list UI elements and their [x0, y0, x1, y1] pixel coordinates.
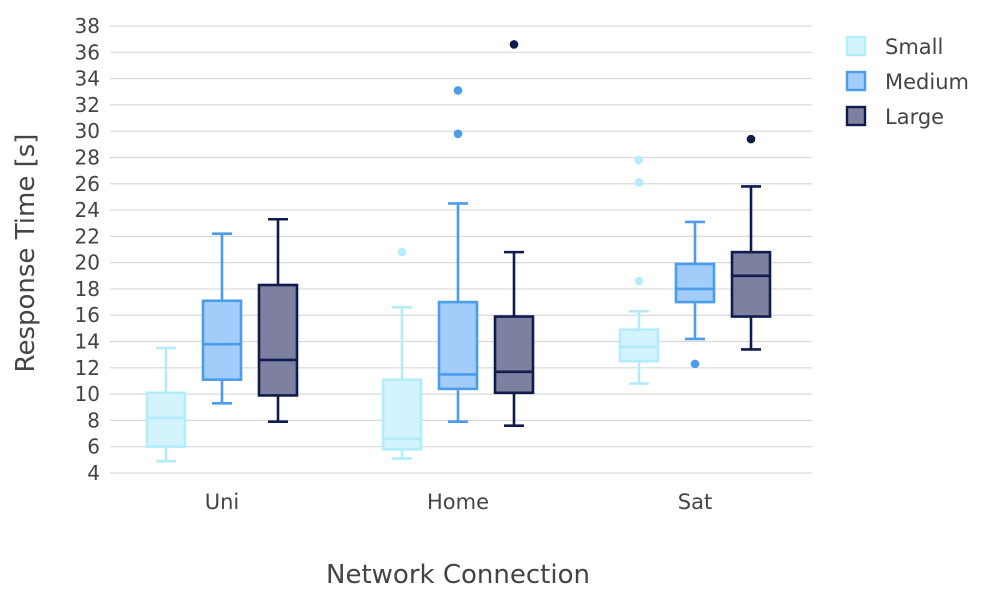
y-tick-label: 18 [75, 277, 100, 301]
legend: Small Medium Large [845, 35, 969, 129]
legend-label: Large [885, 105, 944, 129]
y-tick-label: 6 [87, 435, 100, 459]
outlier-point [746, 134, 756, 144]
outlier-point [453, 86, 463, 95]
outlier-point [634, 155, 644, 165]
outlier-point [453, 129, 463, 139]
y-tick-label: 14 [75, 330, 100, 354]
x-axis-title: Network Connection [326, 560, 590, 590]
iqr-box [618, 328, 660, 363]
y-tick-label: 4 [87, 461, 100, 485]
y-tick-label: 38 [75, 14, 100, 38]
box-small-uni [145, 346, 187, 463]
y-tick-label: 22 [75, 224, 100, 248]
y-tick-label: 10 [75, 382, 100, 406]
legend-label: Small [885, 35, 943, 59]
outlier-point [509, 40, 519, 49]
y-tick-label: 8 [87, 408, 100, 432]
y-tick-label: 16 [75, 303, 100, 327]
box-medium-home [437, 86, 479, 424]
legend-label: Medium [885, 70, 969, 94]
iqr-box [437, 300, 479, 391]
iqr-box [730, 250, 772, 318]
y-tick-label: 32 [75, 93, 100, 117]
x-tick-label: Home [427, 490, 489, 514]
legend-item-medium: Medium [845, 70, 969, 94]
iqr-box [201, 299, 243, 381]
y-tick-label: 36 [75, 40, 100, 64]
legend-item-small: Small [845, 35, 943, 59]
x-tick-label: Sat [678, 490, 712, 514]
category-labels: Uni Home Sat [205, 490, 712, 514]
y-tick-label: 20 [75, 251, 100, 275]
box-small-home [381, 247, 423, 460]
box-medium-uni [201, 232, 243, 405]
y-tick-label: 28 [75, 145, 100, 169]
outlier-point [634, 178, 644, 187]
legend-swatch [845, 105, 867, 127]
legend-swatch [845, 70, 867, 92]
box-medium-sat [674, 220, 716, 369]
boxes [145, 40, 772, 463]
box-large-home [493, 40, 535, 427]
outlier-point [397, 247, 407, 257]
x-tick-label: Uni [205, 490, 240, 514]
iqr-box [257, 283, 299, 397]
y-tick-label: 26 [75, 172, 100, 196]
iqr-box [145, 391, 187, 449]
y-axis-title: Response Time [s] [11, 134, 41, 373]
legend-item-large: Large [845, 105, 944, 129]
box-large-uni [257, 217, 299, 424]
outlier-point [690, 359, 700, 369]
y-tick-label: 34 [75, 67, 100, 91]
box-large-sat [730, 134, 772, 351]
box-small-sat [618, 155, 660, 385]
y-tick-label: 12 [75, 356, 100, 380]
outlier-point [634, 276, 644, 286]
y-tick-label: 24 [75, 198, 100, 222]
y-tick-label: 30 [75, 119, 100, 143]
iqr-box [674, 262, 716, 304]
iqr-box [493, 315, 535, 395]
legend-swatch [845, 35, 867, 57]
